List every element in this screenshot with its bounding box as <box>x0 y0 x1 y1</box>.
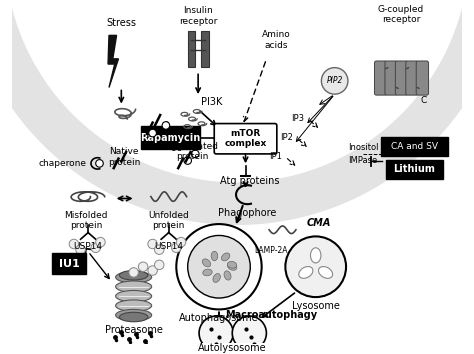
Text: Atg proteins: Atg proteins <box>219 176 279 186</box>
Circle shape <box>155 260 164 270</box>
Ellipse shape <box>116 291 152 302</box>
Ellipse shape <box>310 248 321 263</box>
Circle shape <box>285 236 346 297</box>
Circle shape <box>148 239 157 249</box>
Ellipse shape <box>299 267 313 278</box>
FancyBboxPatch shape <box>201 31 209 67</box>
FancyBboxPatch shape <box>141 126 200 149</box>
Ellipse shape <box>221 253 230 261</box>
Text: IP3: IP3 <box>292 114 304 123</box>
FancyBboxPatch shape <box>385 61 397 95</box>
FancyBboxPatch shape <box>381 137 447 156</box>
Polygon shape <box>0 0 474 225</box>
Circle shape <box>129 268 138 277</box>
Circle shape <box>199 316 233 350</box>
Circle shape <box>149 129 156 137</box>
Circle shape <box>176 224 262 309</box>
Text: Amino
acids: Amino acids <box>262 30 290 50</box>
Ellipse shape <box>213 274 220 282</box>
Ellipse shape <box>202 259 211 267</box>
FancyBboxPatch shape <box>406 61 418 95</box>
FancyBboxPatch shape <box>374 61 387 95</box>
Text: Phagophore: Phagophore <box>218 208 277 218</box>
Ellipse shape <box>203 269 212 276</box>
Text: Native
protein: Native protein <box>108 147 140 167</box>
Text: Lysosome: Lysosome <box>292 301 340 311</box>
FancyBboxPatch shape <box>52 253 86 274</box>
Text: Macroautophagy: Macroautophagy <box>225 310 317 320</box>
Circle shape <box>155 245 164 255</box>
Circle shape <box>321 68 348 94</box>
Text: IP2: IP2 <box>280 133 293 142</box>
Text: G-coupled
receptor: G-coupled receptor <box>378 5 424 24</box>
Text: Aggregated
protein: Aggregated protein <box>166 142 219 161</box>
Ellipse shape <box>228 261 237 268</box>
FancyBboxPatch shape <box>386 160 443 178</box>
Ellipse shape <box>319 267 333 278</box>
Ellipse shape <box>228 263 237 270</box>
Text: mTOR
complex: mTOR complex <box>224 129 267 148</box>
Ellipse shape <box>116 272 152 283</box>
FancyBboxPatch shape <box>416 61 428 95</box>
Polygon shape <box>108 35 118 87</box>
Circle shape <box>172 243 181 252</box>
Text: CMA: CMA <box>306 218 330 228</box>
Text: C: C <box>421 96 427 105</box>
Circle shape <box>138 262 148 272</box>
Ellipse shape <box>116 309 152 321</box>
Text: Unfolded
protein: Unfolded protein <box>148 211 189 230</box>
Text: Autolysosome: Autolysosome <box>198 343 266 353</box>
Text: Misfolded
protein: Misfolded protein <box>64 211 108 230</box>
Circle shape <box>191 150 199 158</box>
Ellipse shape <box>116 300 152 311</box>
Text: IP1: IP1 <box>269 152 282 161</box>
Circle shape <box>184 157 191 164</box>
Text: Proteasome: Proteasome <box>105 325 163 335</box>
Circle shape <box>162 122 170 129</box>
Text: Lithium: Lithium <box>393 164 435 174</box>
Text: Autophagosome: Autophagosome <box>179 313 259 323</box>
Circle shape <box>188 235 250 298</box>
Text: CA and SV: CA and SV <box>391 142 438 151</box>
Ellipse shape <box>116 281 152 292</box>
Ellipse shape <box>224 271 231 280</box>
Circle shape <box>76 245 85 255</box>
Circle shape <box>69 239 79 249</box>
Ellipse shape <box>119 312 148 322</box>
Text: LAMP-2A: LAMP-2A <box>254 246 288 255</box>
Circle shape <box>96 237 105 247</box>
FancyBboxPatch shape <box>188 31 195 67</box>
Text: USP14: USP14 <box>154 242 183 251</box>
Circle shape <box>176 237 186 247</box>
Text: Insulin
receptor: Insulin receptor <box>179 6 217 26</box>
Text: PI3K: PI3K <box>201 97 222 107</box>
Ellipse shape <box>119 270 148 280</box>
Text: chaperone: chaperone <box>39 159 87 168</box>
Text: Rapamycin: Rapamycin <box>140 133 201 143</box>
Circle shape <box>148 266 157 275</box>
Circle shape <box>96 160 103 167</box>
Circle shape <box>91 243 100 252</box>
Text: PIP2: PIP2 <box>327 76 343 85</box>
FancyBboxPatch shape <box>395 61 408 95</box>
Text: IU1: IU1 <box>59 259 80 269</box>
FancyBboxPatch shape <box>214 124 277 154</box>
Text: USP14: USP14 <box>73 242 103 251</box>
Text: Inositol: Inositol <box>348 143 378 152</box>
Text: IMPase: IMPase <box>348 156 378 165</box>
Text: Stress: Stress <box>106 18 137 28</box>
Ellipse shape <box>211 251 218 261</box>
Circle shape <box>232 316 266 350</box>
